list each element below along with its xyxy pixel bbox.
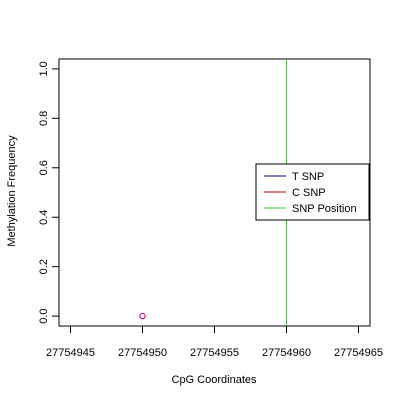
- data-point: [139, 312, 146, 320]
- y-tick-label: 0.0: [38, 308, 50, 323]
- y-tick-label: 0.4: [38, 210, 50, 225]
- legend-label: SNP Position: [292, 203, 357, 215]
- x-tick-label: 27754960: [262, 347, 311, 359]
- y-axis-label: Methylation Frequency: [6, 135, 18, 247]
- x-tick-label: 27754965: [334, 347, 383, 359]
- y-tick-label: 0.2: [38, 259, 50, 274]
- y-tick-label: 1.0: [38, 61, 50, 76]
- y-tick-label: 0.6: [38, 160, 50, 175]
- legend-label: T SNP: [292, 171, 324, 183]
- y-tick-label: 0.8: [38, 111, 50, 126]
- x-tick-label: 27754950: [118, 347, 167, 359]
- x-tick-label: 27754955: [190, 347, 239, 359]
- legend-label: C SNP: [292, 187, 326, 199]
- x-tick-label: 27754945: [46, 347, 95, 359]
- x-axis-label: CpG Coordinates: [172, 374, 257, 386]
